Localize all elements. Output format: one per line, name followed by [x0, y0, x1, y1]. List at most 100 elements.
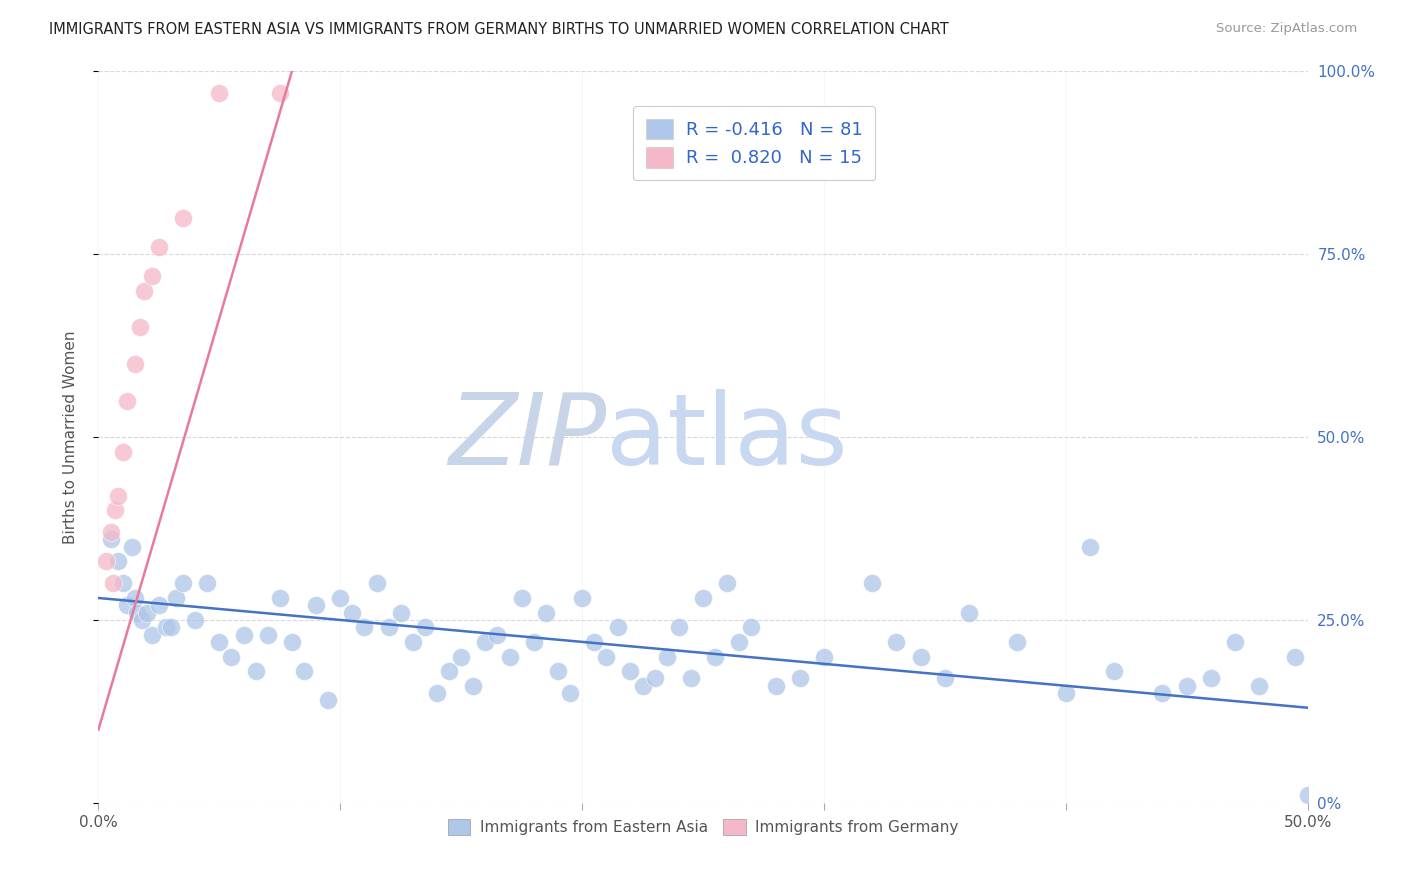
Point: [389, 606, 412, 620]
Point: [571, 591, 593, 605]
Point: [128, 320, 150, 334]
Point: [716, 576, 738, 591]
Point: [558, 686, 581, 700]
Point: [184, 613, 207, 627]
Point: [121, 540, 143, 554]
Point: [155, 620, 177, 634]
Point: [141, 269, 163, 284]
Point: [208, 635, 231, 649]
Point: [789, 672, 811, 686]
Point: [402, 635, 425, 649]
Point: [607, 620, 630, 634]
Point: [437, 664, 460, 678]
Point: [534, 606, 557, 620]
Point: [765, 679, 787, 693]
Point: [245, 664, 267, 678]
Point: [107, 489, 129, 503]
Point: [353, 620, 375, 634]
Point: [1102, 664, 1125, 678]
Point: [547, 664, 569, 678]
Point: [124, 591, 146, 605]
Point: [934, 672, 956, 686]
Point: [329, 591, 352, 605]
Point: [498, 649, 520, 664]
Point: [426, 686, 449, 700]
Point: [131, 613, 153, 627]
Point: [463, 679, 485, 693]
Point: [860, 576, 883, 591]
Point: [127, 606, 149, 620]
Point: [728, 635, 751, 649]
Point: [1078, 540, 1101, 554]
Point: [208, 87, 231, 101]
Text: Source: ZipAtlas.com: Source: ZipAtlas.com: [1216, 22, 1357, 36]
Point: [160, 620, 183, 634]
Point: [342, 606, 364, 620]
Point: [1152, 686, 1174, 700]
Point: [474, 635, 496, 649]
Text: IMMIGRANTS FROM EASTERN ASIA VS IMMIGRANTS FROM GERMANY BIRTHS TO UNMARRIED WOME: IMMIGRANTS FROM EASTERN ASIA VS IMMIGRAN…: [49, 22, 949, 37]
Point: [111, 576, 134, 591]
Point: [704, 649, 727, 664]
Point: [619, 664, 641, 678]
Text: atlas: atlas: [606, 389, 848, 485]
Point: [583, 635, 606, 649]
Point: [100, 525, 122, 540]
Point: [269, 591, 291, 605]
Point: [117, 393, 139, 408]
Point: [148, 240, 170, 254]
Point: [957, 606, 980, 620]
Point: [1054, 686, 1077, 700]
Point: [269, 87, 291, 101]
Point: [523, 635, 546, 649]
Point: [292, 664, 315, 678]
Point: [886, 635, 908, 649]
Point: [655, 649, 678, 664]
Point: [413, 620, 436, 634]
Point: [107, 554, 129, 568]
Point: [94, 554, 117, 568]
Point: [256, 627, 278, 641]
Point: [172, 211, 194, 225]
Point: [172, 576, 194, 591]
Point: [595, 649, 617, 664]
Point: [1296, 789, 1319, 803]
Point: [450, 649, 472, 664]
Point: [1199, 672, 1222, 686]
Point: [631, 679, 654, 693]
Point: [1007, 635, 1029, 649]
Point: [134, 284, 156, 298]
Point: [221, 649, 243, 664]
Point: [1223, 635, 1246, 649]
Point: [232, 627, 254, 641]
Point: [510, 591, 533, 605]
Y-axis label: Births to Unmarried Women: Births to Unmarried Women: [63, 330, 77, 544]
Point: [117, 599, 139, 613]
Point: [148, 599, 170, 613]
Point: [100, 533, 122, 547]
Point: [101, 576, 124, 591]
Point: [316, 693, 339, 707]
Point: [668, 620, 690, 634]
Point: [305, 599, 328, 613]
Point: [679, 672, 702, 686]
Point: [740, 620, 762, 634]
Point: [104, 503, 127, 517]
Point: [111, 444, 134, 458]
Text: ZIP: ZIP: [449, 389, 606, 485]
Point: [135, 606, 157, 620]
Point: [1175, 679, 1198, 693]
Point: [644, 672, 666, 686]
Point: [141, 627, 163, 641]
Point: [1284, 649, 1306, 664]
Point: [281, 635, 304, 649]
Legend: Immigrants from Eastern Asia, Immigrants from Germany: Immigrants from Eastern Asia, Immigrants…: [440, 812, 966, 843]
Point: [195, 576, 218, 591]
Point: [486, 627, 509, 641]
Point: [165, 591, 187, 605]
Point: [366, 576, 388, 591]
Point: [692, 591, 714, 605]
Point: [910, 649, 932, 664]
Point: [813, 649, 835, 664]
Point: [377, 620, 399, 634]
